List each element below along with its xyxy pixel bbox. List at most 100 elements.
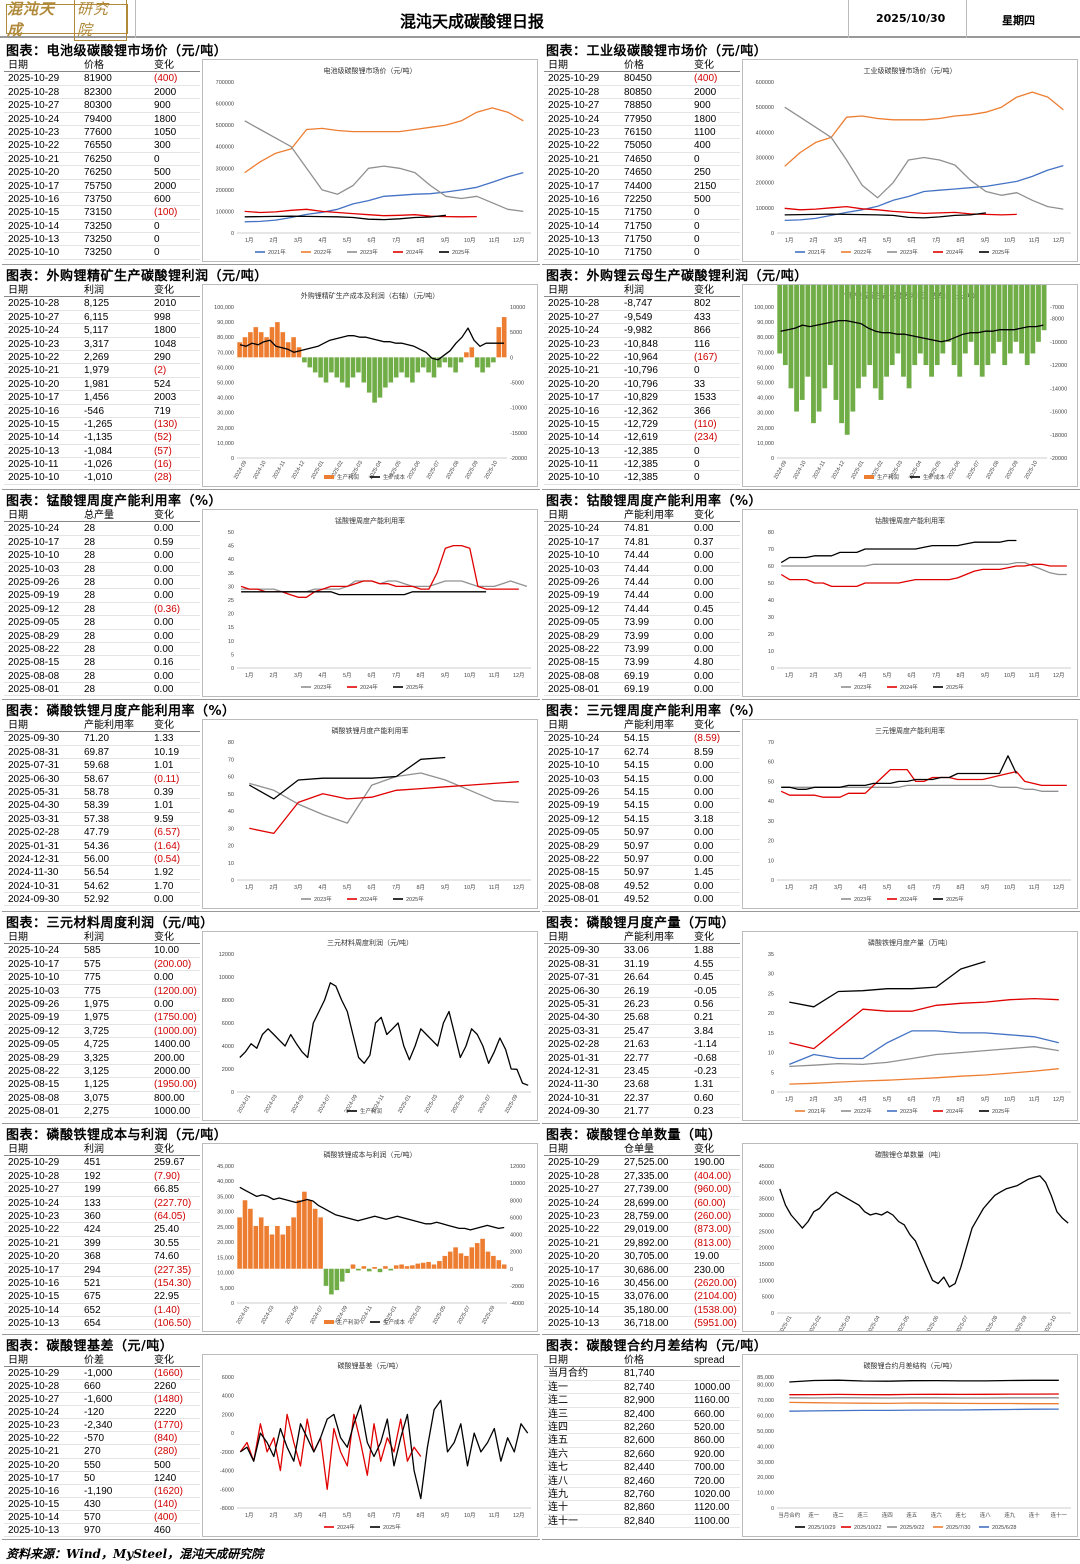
profit-bar [491, 1255, 496, 1269]
table-row: 2025-10-13 -12,385 0 [544, 445, 740, 459]
table-cell: 2025-09-19 [548, 590, 600, 602]
table-cell: 54.62 [84, 880, 110, 892]
table-cell: 1.01 [154, 800, 174, 812]
table-row: 连十 82,860 1120.00 [544, 1501, 740, 1515]
x-tick-label: 2024-01 [237, 1094, 252, 1114]
x-tick-label: 连六 [931, 1511, 943, 1519]
x-tick-label: 2025-09 [1013, 1315, 1028, 1331]
profit-bar [884, 285, 889, 377]
table-cell: 2025-10-14 [8, 1304, 60, 1316]
x-tick-label: 5月 [883, 884, 892, 891]
table-cell: 2025-08-29 [8, 1052, 60, 1064]
table-cell: (7.90) [154, 1170, 181, 1182]
table-cell: 2025-10-13 [8, 234, 60, 246]
table-cell: 2025-10-17 [8, 392, 60, 404]
table-cell: 0.23 [694, 1106, 714, 1118]
x-tick-label: 3月 [294, 672, 303, 679]
table-row: 连一 82,740 1000.00 [544, 1381, 740, 1395]
table-cell: 2025-10-24 [8, 1197, 60, 1209]
y2-tick-label: -20000 [1050, 456, 1067, 462]
table-cell: 500 [154, 1459, 171, 1471]
table-cell: 660 [84, 1381, 101, 1393]
table-cell: (16) [154, 459, 172, 471]
table-cell: 2025-10-15 [8, 1498, 60, 1510]
panel-2: 图表：工业级碳酸锂市场价（元/吨） 日期 价格 变化 2025-10-29 80450 (4… [542, 40, 1080, 265]
table-row: 2025-10-27 27,739.00 (960.00) [544, 1183, 740, 1197]
x-tick-label: 5月 [343, 237, 352, 244]
profit-bar [339, 1268, 345, 1282]
data-table: 日期 产能利用率 变化 2025-09-30 33.06 1.88 2025-08-31 31… [544, 931, 740, 1119]
table-row: 2025-08-15 28 0.16 [4, 656, 200, 670]
table-cell: 1048 [154, 338, 177, 350]
y-tick-label: 50 [228, 530, 234, 536]
table-header: 日期 利润 变化 [544, 284, 740, 298]
y-tick-label: 700000 [216, 80, 234, 86]
profit-bar [934, 285, 940, 366]
x-tick-label: 2025-06 [407, 460, 422, 480]
y-tick-label: 0 [231, 666, 234, 672]
panel-1: 图表：电池级碳酸锂市场价（元/吨） 日期 价格 变化 2025-10-29 81900 (4… [2, 40, 540, 265]
x-tick-label: 12月 [1053, 237, 1065, 244]
profit-bar [923, 285, 929, 366]
table-cell: (2620.00) [694, 1277, 737, 1289]
table-header: 日期 价差 变化 [4, 1354, 200, 1368]
profit-bar [794, 285, 799, 412]
table-cell: 2025-09-12 [548, 603, 600, 615]
profit-bar [318, 1217, 323, 1269]
x-tick-label: 2025-01 [850, 460, 865, 480]
x-tick-label: 2024-05 [285, 1305, 300, 1325]
y-tick-label: 20000 [759, 1246, 774, 1252]
table-cell: 2025-09-05 [548, 617, 600, 629]
table-cell: 74.81 [624, 536, 650, 548]
column-header: 日期 [8, 60, 28, 71]
table-cell: 2025-08-08 [8, 670, 60, 682]
chart-title: 三元锂周度产能利用率 [875, 726, 945, 735]
table-cell: 550 [84, 1459, 101, 1471]
table-cell: 575 [84, 958, 101, 970]
table-cell: 2025-10-17 [8, 1264, 60, 1276]
x-tick-label: 2025-10 [1024, 460, 1039, 480]
table-cell: 82,600 [624, 1435, 655, 1447]
legend-label: 2024年 [337, 1523, 355, 1531]
table-cell: 2025-10-22 [8, 1224, 60, 1236]
table-row: 2025-10-13 970 460 [4, 1524, 200, 1537]
table-row: 2025-10-20 76250 500 [4, 166, 200, 180]
chart-legend: 2025/10/29 2025/10/22 2025/9/22 2025/7/30 20… [795, 1525, 1016, 1531]
y-tick-label: 40 [768, 799, 774, 805]
table-row: 2025-10-14 73250 0 [4, 220, 200, 234]
table-cell: (1.40) [154, 1304, 181, 1316]
panel-title: 图表：三元锂周度产能利用率（%） [546, 704, 763, 719]
table-row: 2025-10-03 74.44 0.00 [544, 563, 740, 576]
table-cell: 0.60 [694, 1092, 714, 1104]
y2-tick-label: -5000 [510, 381, 524, 387]
y2-tick-label: 5000 [510, 330, 522, 336]
table-row: 连二 82,900 1160.00 [544, 1394, 740, 1408]
profit-bar [420, 1262, 426, 1269]
chart-legend: 2023年 2024年 2025年 [841, 895, 964, 903]
x-tick-label: 10月 [1004, 237, 1016, 244]
y-tick-label: 90,000 [217, 320, 234, 326]
table-row: 2025-09-05 50.97 0.00 [544, 826, 740, 840]
table-cell: 82,760 [624, 1488, 655, 1500]
profit-bar [296, 347, 302, 358]
table-cell: (130) [154, 418, 178, 430]
table-cell: 73.99 [624, 630, 650, 642]
y-tick-label: 25 [768, 991, 774, 997]
profit-bar [399, 357, 404, 373]
table-row: 2025-10-28 27,335.00 (404.00) [544, 1170, 740, 1184]
table-row: 2025-05-31 26.23 0.56 [544, 998, 740, 1012]
y-tick-label: 500000 [216, 123, 234, 129]
table-row: 2025-10-03 775 (1200.00) [4, 985, 200, 998]
legend-label: 生产成本 [383, 473, 406, 481]
panel-11: 图表：磷酸铁锂成本与利润（元/吨） 日期 利润 变化 2025-10-29 451 259.… [2, 1124, 540, 1335]
table-cell: 0.00 [694, 590, 714, 602]
table-row: 2025-10-27 -9,549 433 [544, 311, 740, 325]
x-tick-label: 11月 [489, 884, 500, 891]
profit-bar [1041, 285, 1047, 331]
table-row: 2025-10-17 62.74 8.59 [544, 746, 740, 760]
table-row: 2025-10-28 80850 2000 [544, 86, 740, 100]
table-cell: 0.00 [694, 894, 714, 906]
table-header: 日期 价格 变化 [4, 59, 200, 73]
y-tick-label: -4000 [220, 1469, 234, 1475]
y-tick-label: 10,000 [757, 441, 774, 447]
